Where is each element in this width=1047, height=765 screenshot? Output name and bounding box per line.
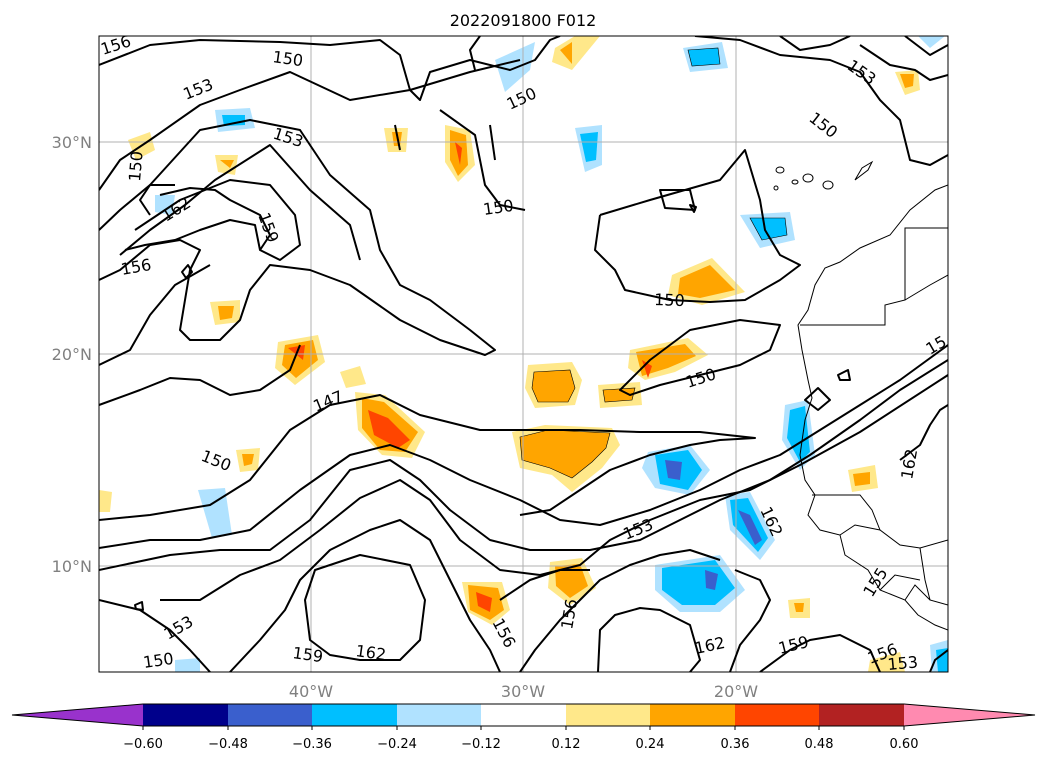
colorbar: −0.60 −0.48 −0.36 −0.24 −0.12 0.12 0.24 … [11, 703, 1036, 752]
colorbar-tick-label: 0.48 [805, 737, 834, 752]
lon-label-20w: 20°W [714, 682, 758, 701]
colorbar-bin [228, 704, 312, 726]
colorbar-tick-label: 0.12 [552, 737, 581, 752]
lat-label-10n: 10°N [52, 557, 92, 576]
colorbar-tick-label: −0.36 [292, 737, 332, 752]
gridlines [99, 36, 948, 672]
contour-label: 150 [271, 47, 304, 70]
colorbar-extend-max [904, 704, 1035, 726]
colorbar-bin [650, 704, 735, 726]
coastline [773, 160, 948, 631]
contour-label: 159 [291, 643, 324, 666]
colorbar-tick-label: −0.12 [461, 737, 501, 752]
colorbar-tick-label: −0.60 [123, 737, 163, 752]
colorbar-bin [566, 704, 650, 726]
map-area: 156 150 153 153 150 153 150 150 162 159 … [99, 36, 948, 674]
contour-label: 153 [887, 652, 919, 674]
height-contours [99, 36, 948, 672]
contour-label: 162 [354, 641, 387, 664]
colorbar-tick-label: 0.36 [721, 737, 750, 752]
colorbar-tick-label: −0.24 [377, 737, 417, 752]
map-frame [98, 35, 949, 673]
anomaly-fill-layer [99, 36, 948, 672]
contour-label: 150 [654, 290, 685, 310]
colorbar-bin [312, 704, 397, 726]
colorbar-bin [735, 704, 819, 726]
colorbar-bin [819, 704, 904, 726]
lon-label-40w: 40°W [289, 682, 333, 701]
map-title: 2022091800 F012 [450, 11, 597, 30]
colorbar-tick-label: 0.24 [636, 737, 665, 752]
contour-label: 150 [482, 196, 515, 219]
lon-label-30w: 30°W [501, 682, 545, 701]
contour-label: 150 [142, 649, 175, 672]
colorbar-bin [143, 704, 228, 726]
colorbar-extend-min [12, 704, 143, 726]
contour-label: 150 [125, 150, 147, 182]
colorbar-bin [481, 704, 566, 726]
colorbar-tick-label: −0.48 [208, 737, 248, 752]
colorbar-bin [397, 704, 481, 726]
lat-label-20n: 20°N [52, 345, 92, 364]
colorbar-tick-label: 0.60 [890, 737, 919, 752]
lat-label-30n: 30°N [52, 133, 92, 152]
